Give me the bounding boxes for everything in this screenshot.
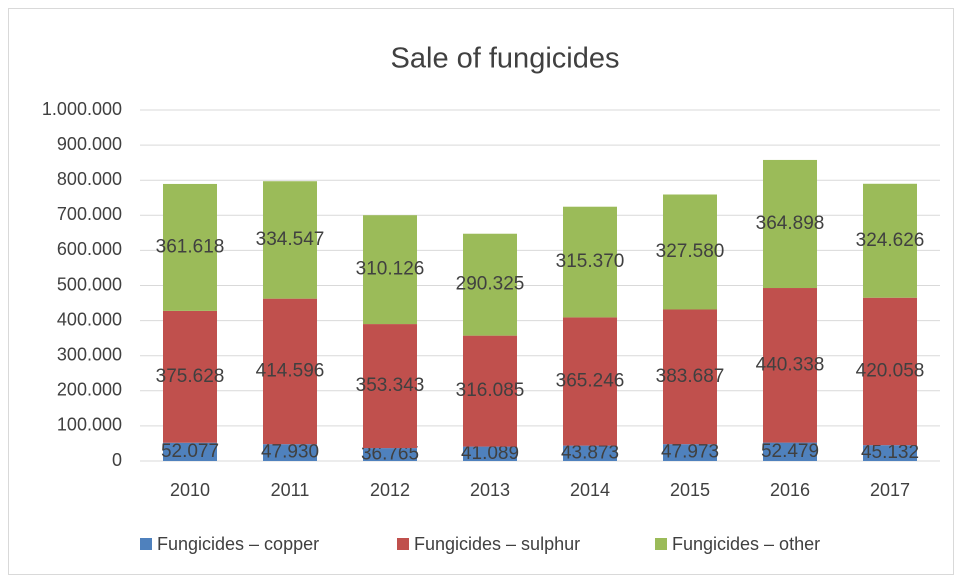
data-label: 47.930 bbox=[261, 442, 319, 463]
x-tick-label: 2010 bbox=[170, 480, 210, 500]
y-tick-label: 900.000 bbox=[57, 134, 122, 154]
data-label: 324.626 bbox=[856, 230, 925, 251]
data-label: 327.580 bbox=[656, 241, 725, 262]
legend-label: Fungicides – sulphur bbox=[414, 534, 580, 554]
legend-swatch bbox=[397, 538, 409, 550]
legend-label: Fungicides – copper bbox=[157, 534, 319, 554]
y-tick-label: 0 bbox=[112, 450, 122, 470]
data-label: 47.973 bbox=[661, 442, 719, 463]
data-label: 41.089 bbox=[461, 443, 519, 464]
bar-segment bbox=[763, 442, 817, 461]
bar-segment bbox=[163, 183, 217, 311]
bar-segment bbox=[363, 448, 417, 461]
y-tick-label: 500.000 bbox=[57, 274, 122, 294]
bar-segment bbox=[163, 310, 217, 443]
y-tick-label: 800.000 bbox=[57, 169, 122, 189]
data-label: 315.370 bbox=[556, 251, 625, 272]
data-label: 414.596 bbox=[256, 360, 325, 381]
bar-segment bbox=[763, 159, 817, 289]
bar-segment bbox=[263, 181, 317, 299]
x-tick-label: 2012 bbox=[370, 480, 410, 500]
x-tick-label: 2011 bbox=[271, 480, 310, 500]
bar-segment bbox=[663, 194, 717, 310]
x-tick-label: 2015 bbox=[670, 480, 710, 500]
bar-segment bbox=[863, 183, 917, 298]
bar-segment bbox=[663, 309, 717, 445]
bar-segment bbox=[263, 444, 317, 461]
data-label: 36.765 bbox=[361, 444, 419, 465]
data-label: 353.343 bbox=[356, 375, 425, 396]
chart-title: Sale of fungicides bbox=[391, 43, 620, 75]
data-label: 440.338 bbox=[756, 354, 825, 375]
x-tick-label: 2016 bbox=[770, 480, 810, 500]
bar-segment bbox=[563, 206, 617, 318]
x-tick-label: 2013 bbox=[470, 480, 510, 500]
bar-segment bbox=[263, 298, 317, 445]
bar-segment bbox=[563, 317, 617, 446]
data-label: 334.547 bbox=[256, 229, 325, 250]
legend-swatch bbox=[655, 538, 667, 550]
data-label: 52.077 bbox=[161, 441, 219, 462]
y-tick-label: 200.000 bbox=[57, 380, 122, 400]
bar-segment bbox=[563, 445, 617, 461]
data-label: 52.479 bbox=[761, 441, 819, 462]
bar-segment bbox=[363, 324, 417, 449]
data-label: 310.126 bbox=[356, 259, 425, 280]
bar-segment bbox=[363, 215, 417, 325]
bar-segment bbox=[463, 446, 517, 461]
data-label: 420.058 bbox=[856, 360, 925, 381]
x-tick-label: 2017 bbox=[870, 480, 910, 500]
bar-segment bbox=[863, 297, 917, 446]
bar-segment bbox=[763, 288, 817, 443]
data-label: 365.246 bbox=[556, 371, 625, 392]
data-label: 45.132 bbox=[861, 442, 919, 463]
bar-segment bbox=[163, 442, 217, 461]
bar-segment bbox=[463, 335, 517, 447]
y-tick-label: 1.000.000 bbox=[42, 99, 122, 119]
y-tick-label: 300.000 bbox=[57, 344, 122, 364]
y-tick-label: 600.000 bbox=[57, 239, 122, 259]
data-label: 361.618 bbox=[156, 236, 225, 257]
data-label: 364.898 bbox=[756, 213, 825, 234]
bar-segment bbox=[463, 233, 517, 336]
data-label: 383.687 bbox=[656, 366, 725, 387]
legend-label: Fungicides – other bbox=[672, 534, 820, 554]
y-tick-label: 100.000 bbox=[57, 415, 122, 435]
y-tick-label: 400.000 bbox=[57, 309, 122, 329]
data-label: 43.873 bbox=[561, 442, 619, 463]
y-tick-label: 700.000 bbox=[57, 204, 122, 224]
bar-segment bbox=[663, 444, 717, 461]
legend-swatch bbox=[140, 538, 152, 550]
data-label: 290.325 bbox=[456, 274, 525, 295]
data-label: 375.628 bbox=[156, 366, 225, 387]
bar-segment bbox=[863, 445, 917, 461]
data-label: 316.085 bbox=[456, 380, 525, 401]
x-tick-label: 2014 bbox=[570, 480, 610, 500]
